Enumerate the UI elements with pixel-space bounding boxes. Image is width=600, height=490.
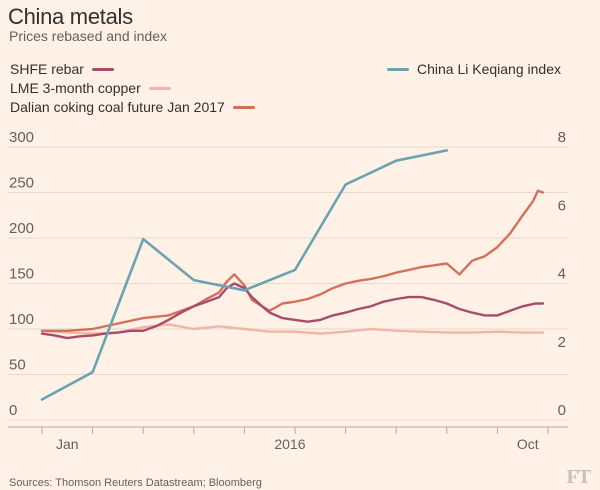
legend-label-rebar: SHFE rebar [10, 61, 84, 77]
legend-item-index: China Li Keqiang index [387, 61, 561, 77]
x-label-oct: Oct [517, 436, 539, 452]
ft-logo: FT [566, 466, 591, 488]
page-title: China metals [8, 4, 133, 29]
y-right-tick-8: 8 [558, 129, 566, 146]
x-label-jan: Jan [56, 436, 79, 452]
legend-item-copper: LME 3-month copper [10, 80, 171, 96]
legend-swatch-copper [148, 86, 171, 90]
y-left-tick-50: 50 [9, 357, 26, 374]
legend-item-coal: Dalian coking coal future Jan 2017 [10, 99, 255, 115]
legend-label-index: China Li Keqiang index [417, 61, 561, 77]
y-left-tick-300: 300 [9, 129, 34, 146]
legend-item-rebar: SHFE rebar [10, 61, 114, 77]
legend-swatch-coal [232, 105, 255, 109]
legend-swatch-rebar [91, 67, 114, 71]
x-label-2016: 2016 [274, 436, 305, 452]
y-right-tick-0: 0 [558, 402, 566, 419]
y-right-tick-2: 2 [558, 334, 566, 351]
y-left-tick-250: 250 [9, 175, 34, 192]
legend-label-copper: LME 3-month copper [10, 80, 141, 96]
y-right-tick-6: 6 [558, 197, 566, 214]
y-left-tick-0: 0 [9, 402, 17, 419]
legend-swatch-index [387, 67, 409, 71]
series-line-index [40, 149, 449, 401]
legend-label-coal: Dalian coking coal future Jan 2017 [10, 99, 225, 115]
y-right-tick-4: 4 [558, 266, 566, 283]
y-left-tick-150: 150 [9, 266, 34, 283]
page-subtitle: Prices rebased and index [9, 28, 167, 44]
series-line-rebar [40, 282, 545, 340]
y-left-tick-200: 200 [9, 220, 34, 237]
y-left-tick-100: 100 [9, 311, 34, 328]
source-note: Sources: Thomson Reuters Datastream; Blo… [9, 477, 262, 489]
